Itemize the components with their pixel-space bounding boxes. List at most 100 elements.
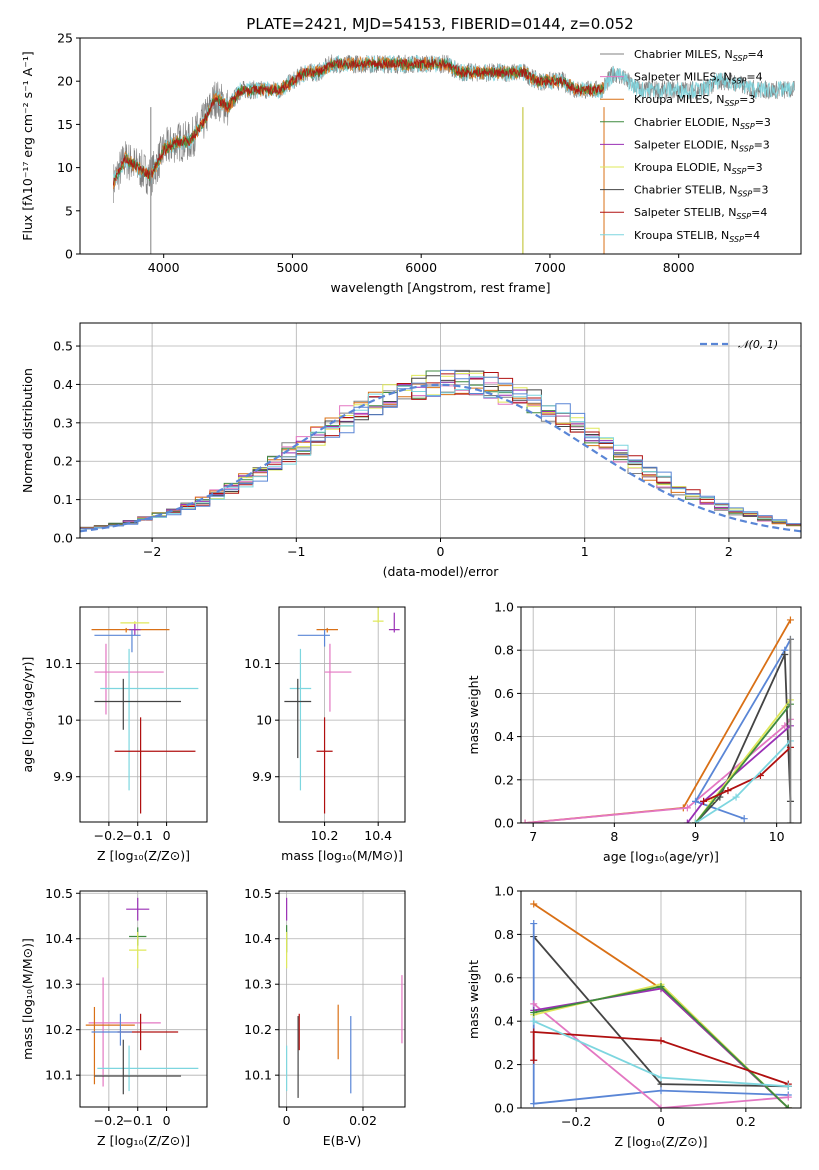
error-bar-point xyxy=(297,629,330,647)
panel-mass_vs_EBV: 0 0.02 10.1 10.2 10.3 10.4 10.5 E(B-V) xyxy=(244,886,406,1148)
y-tick-label: 0.6 xyxy=(494,686,514,701)
error-bar-point xyxy=(97,1045,199,1092)
error-bar-point xyxy=(100,648,199,791)
y-tick-label: 0 xyxy=(65,247,73,262)
plus-marker xyxy=(521,819,529,823)
y-tick-label: 25 xyxy=(57,31,73,46)
legend-label: 𝒩(0, 1) xyxy=(738,338,778,351)
y-tick-label: 10.1 xyxy=(244,656,272,671)
plus-marker xyxy=(657,1087,665,1095)
panel-age_vs_mass: 10.2 10.4 9.9 10 10.1 mass [log₁₀(M/M⊙)] xyxy=(244,606,406,863)
y-tick-label: 10 xyxy=(256,713,272,728)
plot-area xyxy=(521,891,801,1108)
panel-massweight_vs_Z: −0.2 0 0.2 0.0 0.2 0.4 0.6 0.8 1.0 Z [log₁₀(Z/Z⊙)… xyxy=(466,884,802,1149)
plus-marker xyxy=(657,982,665,990)
panel-spectrum: 4000 5000 6000 7000 8000 0 5 10 15 20 25 wavelength… xyxy=(20,31,802,295)
y-tick-label: 0.4 xyxy=(494,729,514,744)
y-axis-label: Flux [fλ10⁻¹⁷ erg cm⁻² s⁻¹ A⁻¹] xyxy=(20,51,35,240)
legend-label: Kroupa ELODIE, NSSP=3 xyxy=(634,161,763,176)
legend-tail: =3 xyxy=(746,161,762,174)
x-axis-label: Z [log₁₀(Z/Z⊙)] xyxy=(97,848,190,863)
x-tick-label: 10.4 xyxy=(364,828,392,843)
x-tick-label: −1 xyxy=(287,544,305,559)
error-bar-point xyxy=(85,1006,135,1085)
plus-marker xyxy=(784,1104,792,1108)
plus-marker xyxy=(530,1009,538,1017)
legend-tail: =4 xyxy=(747,48,763,61)
plus-marker xyxy=(786,819,794,823)
x-tick-label: 1 xyxy=(581,544,589,559)
y-tick-label: 10.5 xyxy=(45,886,73,901)
y-tick-label: 10.4 xyxy=(45,931,73,946)
x-tick-label: −0.2 xyxy=(94,828,124,843)
y-tick-label: 0.2 xyxy=(494,772,514,787)
error-bar-point xyxy=(372,607,384,623)
mass-weight-line xyxy=(525,718,792,823)
y-axis-label: mass [log₁₀(M/M⊙)] xyxy=(20,938,35,1060)
axes-frame xyxy=(79,890,208,1108)
x-axis-label: (data-model)/error xyxy=(383,564,500,579)
plot-area xyxy=(521,607,801,823)
y-tick-label: 0.1 xyxy=(53,492,73,507)
x-tick-label: 8000 xyxy=(663,260,695,275)
plus-marker xyxy=(784,1082,792,1090)
legend-label: Salpeter MILES, NSSP=4 xyxy=(634,71,763,86)
x-tick-label: −0.1 xyxy=(123,1113,153,1128)
error-bar-point xyxy=(284,678,312,759)
plot-area xyxy=(80,891,207,1107)
y-tick-label: 10.3 xyxy=(45,977,73,992)
plot-area xyxy=(113,54,795,254)
legend-label: Kroupa MILES, NSSP=3 xyxy=(634,93,755,108)
legend-label: Chabrier STELIB, NSSP=3 xyxy=(634,184,768,199)
plot-area xyxy=(279,891,405,1107)
y-tick-label: 0.2 xyxy=(494,1057,514,1072)
mass-weight-line xyxy=(694,638,792,820)
axes-frame xyxy=(278,606,406,823)
y-tick-label: 10.1 xyxy=(45,1068,73,1083)
y-tick-label: 1.0 xyxy=(494,884,514,899)
plus-marker xyxy=(530,1000,538,1008)
y-tick-label: 10.4 xyxy=(244,931,272,946)
legend-sub: SSP xyxy=(740,122,755,131)
plus-marker xyxy=(657,1037,665,1045)
x-tick-label: 0 xyxy=(283,1113,291,1128)
x-axis-label: wavelength [Angstrom, rest frame] xyxy=(330,280,550,295)
plus-marker xyxy=(657,1080,665,1088)
y-tick-label: 10.1 xyxy=(45,656,73,671)
plot-area xyxy=(279,607,405,822)
x-tick-label: 8 xyxy=(610,829,618,844)
legend-tail: =3 xyxy=(739,93,755,106)
axes-frame xyxy=(79,322,802,539)
x-tick-label: 0 xyxy=(163,828,171,843)
x-axis-label: mass [log₁₀(M/M⊙)] xyxy=(281,848,403,863)
plus-marker xyxy=(530,1028,538,1036)
legend-sub: SSP xyxy=(732,77,747,86)
legend-sub: SSP xyxy=(733,54,748,63)
x-tick-label: 0 xyxy=(163,1113,171,1128)
plus-marker xyxy=(784,1093,792,1101)
y-tick-label: 10 xyxy=(57,713,73,728)
y-tick-label: 10 xyxy=(57,160,73,175)
axes-frame xyxy=(278,890,406,1108)
legend-label: Salpeter STELIB, NSSP=4 xyxy=(634,206,767,221)
histogram-step xyxy=(80,369,801,530)
legend-tail: =4 xyxy=(751,206,767,219)
x-tick-label: 0.02 xyxy=(349,1113,377,1128)
legend-sub: SSP xyxy=(732,167,747,176)
y-tick-label: 10.5 xyxy=(244,886,272,901)
legend-tail: =3 xyxy=(752,184,768,197)
axes-frame xyxy=(520,890,802,1109)
model-spectrum xyxy=(113,58,605,186)
y-tick-label: 10.2 xyxy=(45,1022,73,1037)
x-tick-label: 6000 xyxy=(405,260,437,275)
y-tick-label: 0.0 xyxy=(494,1101,514,1116)
x-tick-label: 0 xyxy=(657,1114,665,1129)
plus-marker xyxy=(530,920,538,928)
x-tick-label: 0 xyxy=(437,544,445,559)
y-tick-label: 1.0 xyxy=(494,600,514,615)
y-tick-label: 0.3 xyxy=(53,415,73,430)
plus-marker xyxy=(700,797,708,805)
x-tick-label: 7000 xyxy=(534,260,566,275)
x-tick-label: −0.1 xyxy=(123,828,153,843)
plus-marker xyxy=(530,1056,538,1064)
